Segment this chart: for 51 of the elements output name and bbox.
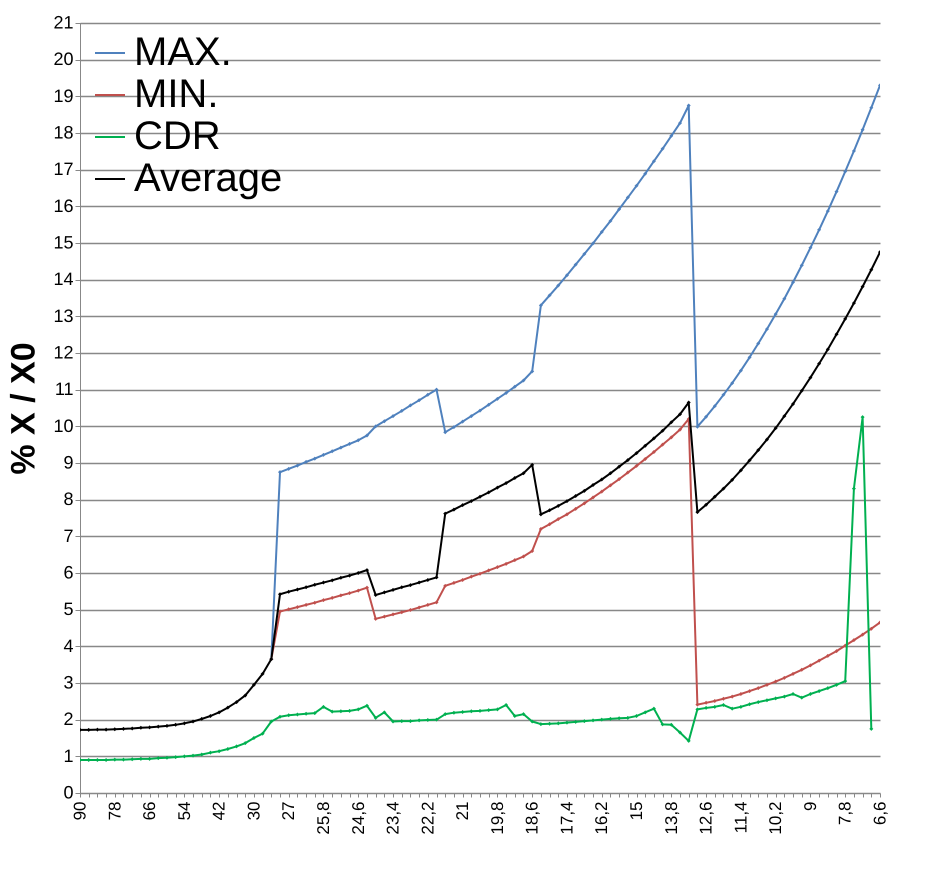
y-tick-label: 10	[53, 416, 74, 436]
y-tick-label: 7	[63, 526, 74, 546]
legend-label: MAX.	[134, 30, 232, 74]
y-tick-label: 3	[63, 672, 74, 692]
x-tick-label: 7,8	[836, 802, 855, 826]
x-tick-label: 19,8	[488, 802, 507, 835]
x-tick-label: 30	[244, 802, 264, 820]
y-tick-label: 18	[53, 122, 74, 142]
x-tick-label: 11,4	[731, 802, 750, 834]
y-tick-label: 14	[53, 269, 74, 290]
legend-label: CDR	[134, 114, 221, 158]
y-tick-label: 5	[63, 599, 74, 620]
x-tick-label: 22,2	[418, 802, 438, 835]
y-tick-label: 21	[53, 12, 74, 32]
x-tick-label: 78	[105, 802, 124, 820]
x-tick-label: 9	[800, 802, 820, 811]
y-tick-label: 6	[63, 562, 74, 582]
x-tick-label: 24,6	[348, 802, 368, 835]
y-tick-label: 12	[53, 342, 74, 362]
y-tick-label: 15	[53, 232, 74, 252]
y-tick-label: 9	[63, 452, 74, 472]
y-tick-label: 11	[54, 379, 74, 400]
legend-label: MIN.	[134, 72, 218, 116]
y-tick-label: 13	[53, 306, 74, 326]
x-tick-label: 90	[70, 802, 90, 820]
x-tick-label: 13,8	[662, 802, 681, 835]
x-tick-label: 23,4	[384, 802, 403, 835]
y-tick-label: 17	[53, 159, 74, 180]
y-axis-title: % X / X0	[4, 342, 42, 475]
x-tick-label: 17,4	[557, 802, 576, 835]
x-tick-label: 10,2	[766, 802, 786, 835]
y-tick-label: 1	[63, 746, 74, 766]
y-tick-label: 8	[63, 489, 74, 510]
x-tick-label: 18,6	[522, 802, 542, 835]
x-tick-label: 27	[279, 802, 298, 820]
y-tick-label: 20	[53, 49, 74, 70]
x-tick-label: 54	[174, 802, 194, 820]
x-tick-label: 21	[453, 802, 472, 820]
y-tick-label: 4	[63, 636, 74, 656]
x-tick-label: 66	[140, 802, 160, 820]
x-tick-label: 25,8	[314, 802, 333, 835]
x-tick-label: 16,2	[592, 802, 612, 835]
x-tick-label: 15	[627, 802, 646, 820]
x-tick-label: 12,6	[696, 802, 716, 835]
y-tick-label: 16	[53, 196, 74, 216]
legend-label: Average	[134, 156, 282, 200]
y-tick-label: 0	[63, 782, 74, 802]
x-tick-label: 42	[210, 802, 229, 820]
x-tick-label: 6,6	[870, 802, 890, 826]
y-tick-label: 19	[53, 86, 74, 106]
y-tick-label: 2	[63, 709, 74, 730]
